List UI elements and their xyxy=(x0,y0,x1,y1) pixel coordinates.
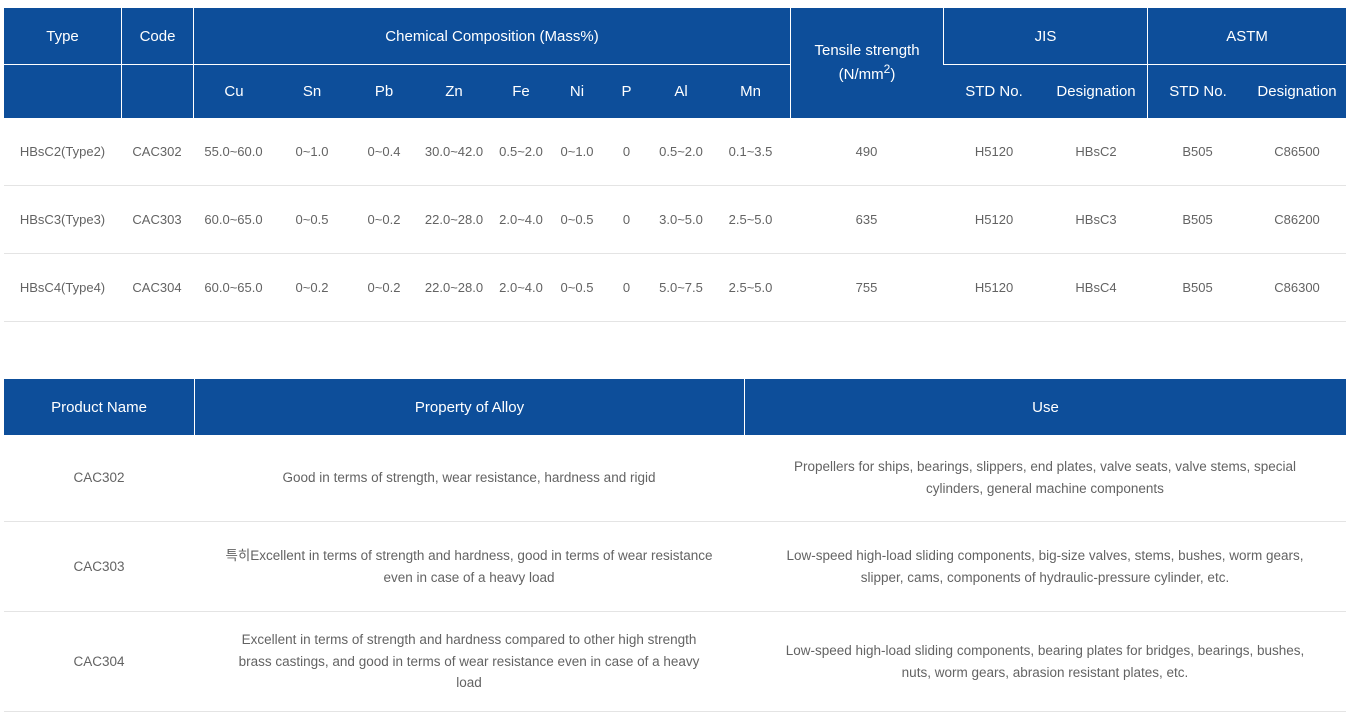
table-gap xyxy=(4,322,1346,379)
product-row-cac303: CAC303 특히Excellent in terms of strength … xyxy=(4,522,1346,612)
cell-mn: 2.5~5.0 xyxy=(711,186,791,254)
spec-header-astm: ASTM xyxy=(1147,8,1347,65)
spec-subheader-cu: Cu xyxy=(193,65,274,118)
cell-type: HBsC3(Type3) xyxy=(4,186,121,254)
spec-header-code: Code xyxy=(121,8,193,65)
spec-row-hbsc2: HBsC2(Type2) CAC302 55.0~60.0 0~1.0 0~0.… xyxy=(4,118,1347,186)
cell-astm-std: B505 xyxy=(1147,186,1249,254)
spec-subheader-fe: Fe xyxy=(490,65,552,118)
spec-header-tensile-strength: Tensile strength (N/mm2) xyxy=(790,8,944,118)
cell-al: 0.5~2.0 xyxy=(651,118,711,186)
spec-subheader-jis-designation: Designation xyxy=(1045,65,1148,118)
tensile-strength-label: Tensile strength xyxy=(814,41,920,59)
cell-pb: 0~0.2 xyxy=(350,254,418,322)
spec-subheader-jis-std-no: STD No. xyxy=(943,65,1046,118)
tensile-unit-sup: 2 xyxy=(883,62,891,76)
cell-mn: 2.5~5.0 xyxy=(711,254,791,322)
spec-row-hbsc4: HBsC4(Type4) CAC304 60.0~65.0 0~0.2 0~0.… xyxy=(4,254,1347,322)
cell-p: 0 xyxy=(602,254,651,322)
tensile-unit-close: ) xyxy=(890,66,896,83)
cell-al: 5.0~7.5 xyxy=(651,254,711,322)
product-row-cac302: CAC302 Good in terms of strength, wear r… xyxy=(4,435,1346,522)
cell-code: CAC304 xyxy=(121,254,193,322)
cell-ni: 0~1.0 xyxy=(552,118,602,186)
cell-product-name: CAC304 xyxy=(4,612,194,712)
spec-subheader-sn: Sn xyxy=(274,65,350,118)
cell-cu: 60.0~65.0 xyxy=(193,186,274,254)
cell-product-property: Excellent in terms of strength and hardn… xyxy=(194,612,744,712)
tensile-strength-unit: (N/mm2) xyxy=(793,61,941,85)
cell-astm-designation: C86200 xyxy=(1248,186,1347,254)
tensile-unit-open: (N/mm xyxy=(838,66,884,83)
cell-pb: 0~0.4 xyxy=(350,118,418,186)
cell-pb: 0~0.2 xyxy=(350,186,418,254)
cell-code: CAC303 xyxy=(121,186,193,254)
cell-astm-designation: C86300 xyxy=(1248,254,1347,322)
cell-product-property: Good in terms of strength, wear resistan… xyxy=(194,435,744,522)
spec-subheader-astm-designation: Designation xyxy=(1248,65,1347,118)
spec-subheader-ni: Ni xyxy=(552,65,602,118)
product-header-use: Use xyxy=(744,379,1346,435)
cell-product-name: CAC302 xyxy=(4,435,194,522)
cell-sn: 0~0.5 xyxy=(274,186,350,254)
cell-astm-std: B505 xyxy=(1147,118,1249,186)
spec-subheader-pb: Pb xyxy=(350,65,418,118)
cell-jis-designation: HBsC4 xyxy=(1045,254,1148,322)
cell-zn: 30.0~42.0 xyxy=(418,118,490,186)
product-table: Product Name Property of Alloy Use CAC30… xyxy=(4,379,1346,712)
spec-subheader-astm-std-no: STD No. xyxy=(1147,65,1249,118)
cell-product-use: Low-speed high-load sliding components, … xyxy=(744,522,1346,612)
cell-jis-std: H5120 xyxy=(943,186,1046,254)
cell-tensile: 490 xyxy=(790,118,944,186)
spec-subheader-al: Al xyxy=(651,65,711,118)
cell-zn: 22.0~28.0 xyxy=(418,254,490,322)
cell-ni: 0~0.5 xyxy=(552,186,602,254)
cell-product-name: CAC303 xyxy=(4,522,194,612)
spec-subheader-zn: Zn xyxy=(418,65,490,118)
cell-product-use: Low-speed high-load sliding components, … xyxy=(744,612,1346,712)
spec-subheader-p: P xyxy=(602,65,651,118)
cell-jis-designation: HBsC3 xyxy=(1045,186,1148,254)
cell-sn: 0~1.0 xyxy=(274,118,350,186)
product-header-name: Product Name xyxy=(4,379,194,435)
spec-subheader-code-empty xyxy=(121,65,193,118)
cell-tensile: 635 xyxy=(790,186,944,254)
spec-header-type: Type xyxy=(4,8,121,65)
spec-table: Type Code Chemical Composition (Mass%) T… xyxy=(4,8,1347,322)
cell-cu: 55.0~60.0 xyxy=(193,118,274,186)
cell-al: 3.0~5.0 xyxy=(651,186,711,254)
spec-subheader-type-empty xyxy=(4,65,121,118)
cell-jis-designation: HBsC2 xyxy=(1045,118,1148,186)
cell-tensile: 755 xyxy=(790,254,944,322)
cell-fe: 0.5~2.0 xyxy=(490,118,552,186)
spec-subheader-mn: Mn xyxy=(711,65,791,118)
spec-header-jis: JIS xyxy=(943,8,1148,65)
cell-fe: 2.0~4.0 xyxy=(490,254,552,322)
cell-code: CAC302 xyxy=(121,118,193,186)
cell-product-property: 특히Excellent in terms of strength and har… xyxy=(194,522,744,612)
cell-jis-std: H5120 xyxy=(943,254,1046,322)
cell-p: 0 xyxy=(602,186,651,254)
cell-ni: 0~0.5 xyxy=(552,254,602,322)
cell-fe: 2.0~4.0 xyxy=(490,186,552,254)
cell-sn: 0~0.2 xyxy=(274,254,350,322)
cell-astm-designation: C86500 xyxy=(1248,118,1347,186)
spec-row-hbsc3: HBsC3(Type3) CAC303 60.0~65.0 0~0.5 0~0.… xyxy=(4,186,1347,254)
cell-jis-std: H5120 xyxy=(943,118,1046,186)
product-row-cac304: CAC304 Excellent in terms of strength an… xyxy=(4,612,1346,712)
product-header-property: Property of Alloy xyxy=(194,379,744,435)
cell-product-use: Propellers for ships, bearings, slippers… xyxy=(744,435,1346,522)
cell-astm-std: B505 xyxy=(1147,254,1249,322)
cell-type: HBsC2(Type2) xyxy=(4,118,121,186)
cell-mn: 0.1~3.5 xyxy=(711,118,791,186)
cell-type: HBsC4(Type4) xyxy=(4,254,121,322)
cell-zn: 22.0~28.0 xyxy=(418,186,490,254)
spec-header-chemical-composition: Chemical Composition (Mass%) xyxy=(193,8,791,65)
cell-cu: 60.0~65.0 xyxy=(193,254,274,322)
cell-p: 0 xyxy=(602,118,651,186)
